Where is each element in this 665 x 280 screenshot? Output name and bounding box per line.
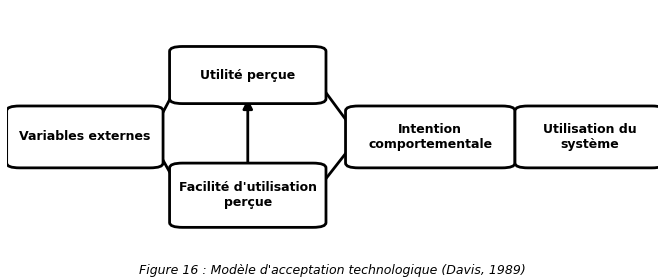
FancyBboxPatch shape [346,106,515,168]
FancyBboxPatch shape [7,106,163,168]
Text: Figure 16 : Modèle d'acceptation technologique (Davis, 1989): Figure 16 : Modèle d'acceptation technol… [139,264,526,277]
FancyBboxPatch shape [170,46,326,104]
Text: Intention
comportementale: Intention comportementale [368,123,492,151]
Text: Variables externes: Variables externes [19,130,150,143]
Text: Facilité d'utilisation
perçue: Facilité d'utilisation perçue [179,181,317,209]
Text: Utilité perçue: Utilité perçue [200,69,295,81]
Text: Utilisation du
système: Utilisation du système [543,123,636,151]
FancyBboxPatch shape [170,163,326,227]
FancyBboxPatch shape [515,106,665,168]
